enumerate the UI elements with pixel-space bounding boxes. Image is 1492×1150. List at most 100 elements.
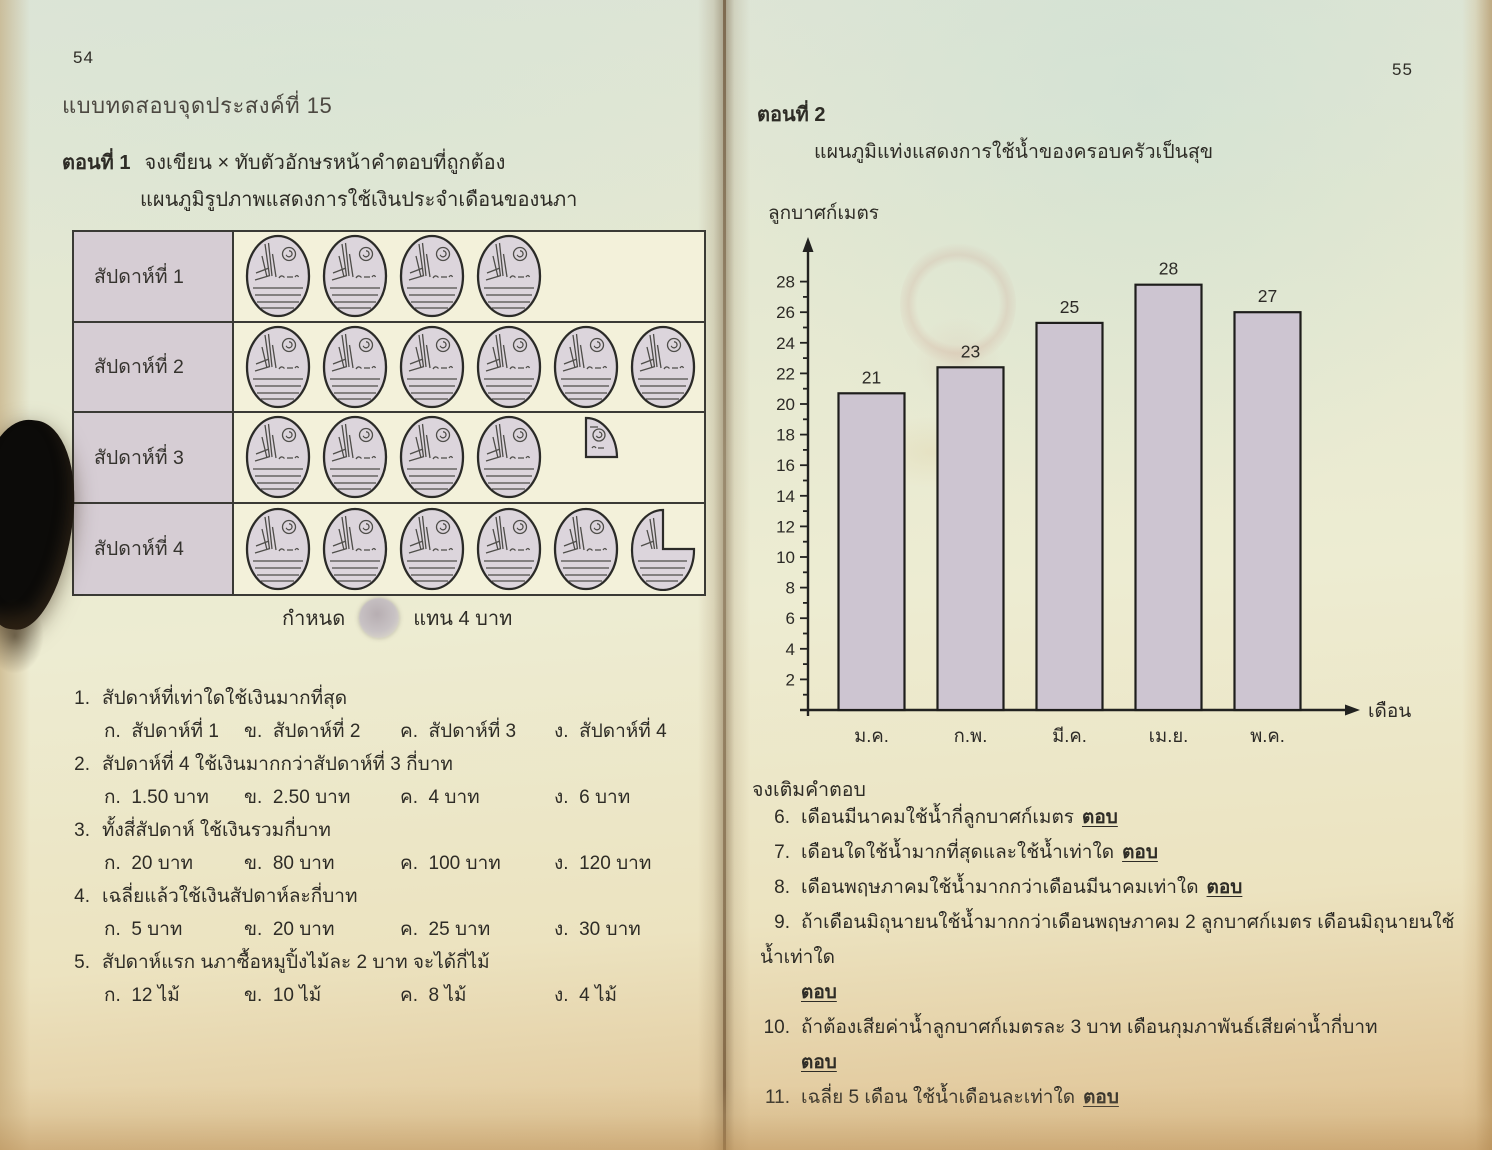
bar: [1134, 283, 1203, 712]
baht-coin-icon: [322, 416, 388, 499]
question-text: สัปดาห์แรก นภาซื้อหมูปิ้งไม้ละ 2 บาท จะไ…: [102, 952, 490, 973]
answer-choice: ก. 20 บาท: [104, 853, 194, 874]
legend-suffix: แทน 4 บาท: [413, 608, 513, 630]
question-number: 4.: [74, 886, 90, 907]
bar-chart-svg: 24681012141618202224262821ม.ค.23ก.พ.25มี…: [776, 237, 1411, 746]
question-block: 2. สัปดาห์ที่ 4 ใช้เงินมากกว่าสัปดาห์ที่ …: [64, 748, 704, 814]
question-number: 6.: [774, 807, 790, 828]
book-spine-line: [723, 0, 726, 1150]
bar-value-label: 25: [1060, 297, 1079, 317]
answer-choice: ง. 4 ไม้: [554, 985, 618, 1006]
svg-text:18: 18: [776, 426, 795, 445]
answer-blank: ตอบ: [801, 982, 837, 1003]
page-edge-right: [1462, 0, 1492, 1150]
baht-coin-icon: [399, 507, 465, 590]
bar: [837, 392, 906, 712]
bar: [1233, 311, 1302, 712]
bar-chart-title: แผนภูมิแท่งแสดงการใช้น้ำของครอบครัวเป็นส…: [814, 141, 1214, 163]
choice-row: ก. 12 ไม้ ข. 10 ไม้ ค. 8 ไม้ ง. 4 ไม้: [64, 979, 704, 1012]
answer-choice: ก. 5 บาท: [104, 919, 183, 940]
svg-text:6: 6: [786, 609, 795, 628]
answer-choice: ค. 100 บาท: [400, 853, 501, 874]
answer-choice: ข. 2.50 บาท: [244, 787, 351, 808]
answer-choice: ก. 12 ไม้: [104, 985, 180, 1006]
part1-instruction: จงเขียน × ทับตัวอักษรหน้าคำตอบที่ถูกต้อง: [144, 152, 506, 174]
multiple-choice-questions: 1. สัปดาห์ที่เท่าใดใช้เงินมากที่สุด ก. สัป…: [64, 682, 704, 1012]
page-edge-bottom: [0, 1086, 1492, 1150]
baht-coin-icon: [476, 416, 542, 499]
answer-choice: ค. 4 บาท: [400, 787, 480, 808]
pictograph-row: สัปดาห์ที่ 4: [74, 503, 704, 595]
x-tick-label: ก.พ.: [954, 725, 988, 746]
question-text: เฉลี่ยแล้วใช้เงินสัปดาห์ละกี่บาท: [102, 886, 358, 907]
choice-row: ก. 20 บาท ข. 80 บาท ค. 100 บาท ง. 120 บาท: [64, 847, 704, 880]
baht-coin-icon: [322, 235, 388, 318]
bar-value-label: 21: [862, 367, 881, 387]
bar: [1035, 321, 1104, 712]
question-number: 8.: [774, 877, 790, 898]
baht-coin-icon: [245, 416, 311, 499]
svg-text:12: 12: [776, 517, 795, 536]
answer-choice: ก. สัปดาห์ที่ 1: [104, 721, 219, 742]
x-tick-label: เม.ย.: [1149, 725, 1189, 746]
answer-choice: ข. 80 บาท: [244, 853, 335, 874]
x-tick-label: ม.ค.: [854, 725, 889, 746]
question-text: เดือนพฤษภาคมใช้น้ำมากกว่าเดือนมีนาคมเท่า…: [801, 877, 1199, 898]
baht-coin-icon: [630, 325, 696, 408]
question-text: เดือนใดใช้น้ำมากที่สุดและใช้น้ำเท่าใด: [801, 842, 1115, 863]
question-number: 3.: [74, 820, 90, 841]
answer-choice: ข. 10 ไม้: [244, 985, 322, 1006]
svg-text:24: 24: [776, 334, 795, 353]
svg-text:10: 10: [776, 548, 795, 567]
question-number: 10.: [763, 1017, 790, 1038]
question-number: 5.: [74, 952, 90, 973]
svg-text:22: 22: [776, 364, 795, 383]
baht-coin-icon: [399, 416, 465, 499]
part1-instruction-line: ตอนที่ 1 จงเขียน × ทับตัวอักษรหน้าคำตอบที…: [62, 146, 505, 178]
x-tick-label: มี.ค.: [1052, 725, 1087, 746]
svg-text:26: 26: [776, 303, 795, 322]
pictograph-row: สัปดาห์ที่ 2: [74, 322, 704, 413]
three-quarter-coin-icon: [630, 508, 696, 591]
week-label: สัปดาห์ที่ 2: [74, 322, 234, 411]
svg-text:4: 4: [786, 640, 795, 659]
answer-choice: ก. 1.50 บาท: [104, 787, 209, 808]
answer-blank: ตอบ: [1082, 807, 1118, 828]
svg-text:28: 28: [776, 273, 795, 292]
coin-cell: [234, 504, 704, 595]
part1-label: ตอนที่ 1: [62, 152, 131, 174]
fill-in-header: จงเติมคำตอบ: [752, 779, 866, 801]
bar-value-label: 23: [961, 341, 980, 361]
answer-choice: ง. 120 บาท: [554, 853, 652, 874]
baht-coin-icon: [553, 325, 619, 408]
question-block: 5. สัปดาห์แรก นภาซื้อหมูปิ้งไม้ละ 2 บาท จ…: [64, 946, 704, 1012]
question-block: 1. สัปดาห์ที่เท่าใดใช้เงินมากที่สุด ก. สัป…: [64, 682, 704, 748]
fill-in-question: 10. ถ้าต้องเสียค่าน้ำลูกบาศก์เมตรละ 3 บาท…: [760, 1010, 1460, 1080]
fill-in-question: 7. เดือนใดใช้น้ำมากที่สุดและใช้น้ำเท่าใด ต…: [760, 835, 1460, 870]
x-axis-label: เดือน: [1368, 701, 1411, 722]
x-tick-label: พ.ค.: [1250, 725, 1285, 746]
pictograph-row: สัปดาห์ที่ 3: [74, 413, 704, 504]
stain-mark: [900, 242, 1016, 366]
svg-text:2: 2: [786, 670, 795, 689]
baht-coin-icon: [245, 325, 311, 408]
coin-cell: [234, 413, 704, 502]
page-number-right: 55: [1392, 60, 1413, 79]
pictograph-row: สัปดาห์ที่ 1: [74, 232, 704, 323]
baht-coin-icon: [322, 325, 388, 408]
fill-in-questions: 6. เดือนมีนาคมใช้น้ำกี่ลูกบาศก์เมตร ตอบ 7. เ…: [760, 800, 1460, 1115]
question-text: สัปดาห์ที่ 4 ใช้เงินมากกว่าสัปดาห์ที่ 3 …: [102, 754, 453, 775]
question-block: 3. ทั้งสี่สัปดาห์ ใช้เงินรวมกี่บาท ก. 20 บ…: [64, 814, 704, 880]
question-text: สัปดาห์ที่เท่าใดใช้เงินมากที่สุด: [102, 688, 348, 709]
answer-choice: ค. 25 บาท: [400, 919, 491, 940]
baht-coin-icon: [476, 325, 542, 408]
quarter-coin-icon: [584, 417, 619, 459]
answer-blank: ตอบ: [801, 1052, 837, 1073]
baht-coin-icon: [245, 507, 311, 590]
svg-text:14: 14: [776, 487, 795, 506]
choice-row: ก. 5 บาท ข. 20 บาท ค. 25 บาท ง. 30 บาท: [64, 913, 704, 946]
answer-choice: ง. สัปดาห์ที่ 4: [554, 721, 667, 742]
answer-choice: ข. 20 บาท: [244, 919, 335, 940]
baht-coin-icon: [245, 235, 311, 318]
